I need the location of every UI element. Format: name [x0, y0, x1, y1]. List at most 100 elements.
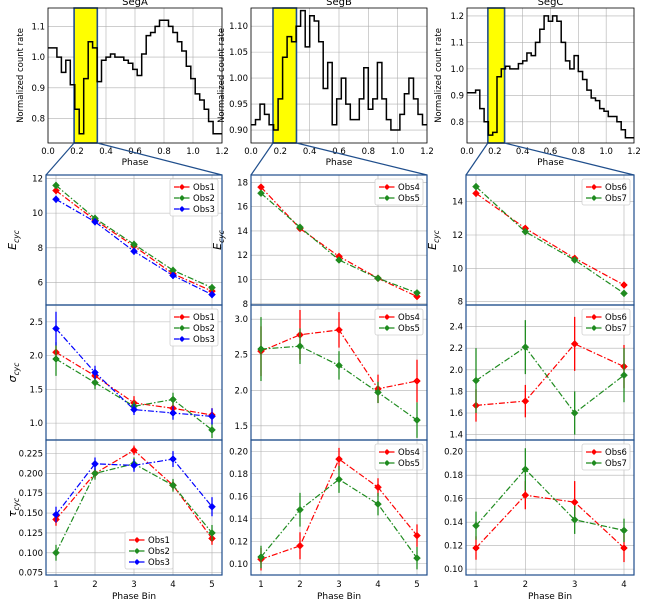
- data-point: [91, 378, 99, 387]
- series-line-obs6: [475, 192, 625, 286]
- y-tick-label: 1.0: [29, 419, 43, 429]
- data-point: [472, 521, 480, 530]
- legend-marker: [591, 460, 597, 466]
- data-point: [52, 186, 60, 195]
- y-tick-label: 0.18: [229, 470, 248, 480]
- legend-marker: [591, 195, 597, 201]
- data-point: [335, 256, 343, 264]
- series-line-obs7: [475, 186, 625, 294]
- data-point: [335, 326, 343, 334]
- legend-label: Obs1: [193, 183, 215, 193]
- x-tick-label: 2: [92, 580, 97, 590]
- data-point: [374, 500, 382, 508]
- data-point: [208, 412, 216, 421]
- y-axis-subscript: cyc: [12, 362, 21, 376]
- data-point: [296, 223, 304, 232]
- y-tick-label: 0.90: [229, 126, 248, 136]
- data-point: [413, 288, 421, 297]
- data-point: [620, 526, 628, 535]
- highlight-band: [73, 7, 99, 144]
- data-point: [413, 531, 421, 540]
- data-point: [335, 361, 343, 370]
- series-line-obs3: [55, 458, 213, 515]
- data-point: [52, 510, 60, 519]
- legend-label: Obs5: [398, 194, 420, 204]
- x-tick-label: 0.4: [516, 147, 530, 157]
- y-axis-label: Normalized count rate: [434, 28, 444, 123]
- y-axis-label: Normalized count rate: [217, 28, 227, 123]
- series-line-obs4: [260, 458, 418, 560]
- y-tick-label: 0.10: [444, 565, 463, 575]
- data-point: [335, 455, 343, 463]
- axes-frame: [250, 7, 428, 144]
- data-point: [296, 505, 304, 514]
- y-tick-label: 1.0: [450, 65, 464, 75]
- y-tick-label: 2.2: [449, 344, 463, 354]
- legend-marker: [591, 314, 597, 320]
- data-point: [208, 426, 216, 434]
- y-tick-label: 1.10: [229, 22, 248, 32]
- data-point: [570, 515, 579, 524]
- axes-frame: [466, 7, 635, 144]
- y-tick-label: 1.2: [450, 12, 464, 22]
- y-tick-label: 1.1: [450, 38, 464, 48]
- x-tick-label: 0.2: [274, 147, 288, 157]
- data-point: [208, 290, 216, 299]
- y-tick-label: 0.150: [19, 509, 43, 519]
- y-axis-symbol: σ: [6, 374, 19, 382]
- y-axis-label: Ecyc: [426, 229, 441, 250]
- y-tick-label: 8: [458, 298, 463, 308]
- data-point: [52, 181, 60, 190]
- data-point: [296, 342, 304, 351]
- y-tick-label: 8: [243, 300, 248, 310]
- legend-label: Obs1: [148, 536, 170, 546]
- legend-label: Obs5: [398, 459, 420, 469]
- legend-label: Obs7: [605, 324, 627, 334]
- data-point: [335, 475, 343, 484]
- y-axis-label: Ecyc: [211, 229, 226, 250]
- data-point: [130, 446, 138, 455]
- y-tick-label: 1.00: [229, 74, 248, 84]
- legend-label: Obs2: [193, 194, 215, 204]
- data-point: [52, 324, 60, 333]
- y-tick-label: 2.5: [234, 351, 248, 361]
- y-tick-label: 2.0: [29, 352, 43, 362]
- y-tick-label: 0.175: [19, 489, 43, 499]
- data-point: [413, 416, 421, 424]
- data-point: [521, 491, 530, 500]
- y-axis-label: τcyc: [6, 497, 21, 517]
- data-point: [169, 481, 177, 490]
- data-point: [472, 189, 480, 198]
- legend-label: Obs4: [398, 448, 420, 458]
- y-tick-label: 0.14: [444, 518, 463, 528]
- y-tick-label: 0.95: [229, 100, 248, 110]
- y-tick-label: 0.10: [229, 560, 248, 570]
- x-tick-label: 2: [297, 580, 302, 590]
- y-axis-label: σcyc: [6, 362, 21, 383]
- data-point: [472, 182, 480, 191]
- y-tick-label: 14: [237, 227, 248, 237]
- data-point: [570, 340, 579, 348]
- y-tick-label: 0.100: [19, 549, 43, 559]
- x-tick-label: 0.8: [572, 147, 586, 157]
- series-line-obs7: [475, 346, 625, 414]
- y-tick-label: 1.5: [234, 422, 248, 432]
- y-tick-label: 0.9: [450, 91, 464, 101]
- legend-marker: [384, 195, 390, 201]
- series-line-obs2: [55, 358, 213, 431]
- legend-marker: [179, 325, 185, 331]
- legend-label: Obs3: [148, 558, 170, 568]
- zoom-connector: [97, 142, 223, 176]
- axes-frame: [465, 439, 635, 576]
- x-tick-label: 4: [170, 580, 175, 590]
- legend-label: Obs2: [193, 324, 215, 334]
- zoom-connector: [250, 142, 274, 176]
- y-axis-subscript: cyc: [432, 229, 441, 243]
- legend-marker: [134, 559, 140, 565]
- data-point: [374, 483, 382, 492]
- y-tick-label: 12: [237, 251, 248, 261]
- x-tick-label: 1.0: [599, 147, 613, 157]
- x-tick-label: 3: [572, 580, 577, 590]
- data-point: [521, 227, 530, 236]
- x-tick-label: 5: [414, 580, 419, 590]
